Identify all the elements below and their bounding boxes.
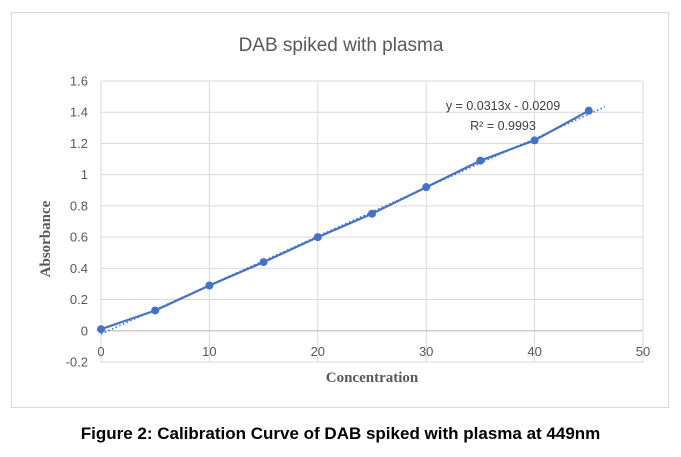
y-axis-title: Absorbance [38, 200, 54, 277]
x-tick-label: 20 [311, 344, 325, 359]
data-point [259, 258, 268, 267]
figure-caption: Figure 2: Calibration Curve of DAB spike… [80, 424, 601, 443]
trendline-r-squared: R² = 0.9993 [470, 119, 536, 133]
y-tick-label: 0.6 [70, 230, 88, 245]
data-point [97, 325, 105, 334]
y-tick-label: 0.8 [70, 198, 88, 213]
y-tick-label: 0.2 [70, 292, 88, 307]
x-tick-label: 40 [527, 344, 541, 359]
data-point [584, 106, 593, 115]
data-point [530, 136, 539, 145]
y-tick-label: 1 [81, 167, 88, 182]
data-point [422, 183, 431, 192]
x-tick-label: 30 [419, 344, 433, 359]
chart-title: DAB spiked with plasma [239, 35, 444, 56]
data-series [97, 106, 606, 335]
x-tick-label: 10 [202, 344, 216, 359]
chart-area: DAB spiked with plasma -0.2 0 0.2 0.4 0.6 0.8… [11, 12, 669, 408]
data-point [313, 233, 322, 242]
y-tick-label: 0 [81, 323, 88, 338]
data-point [368, 209, 376, 218]
y-tick-label: 1.4 [70, 105, 88, 120]
series-line [100, 109, 590, 331]
tick-labels: -0.2 0 0.2 0.4 0.6 0.8 1 1.2 1.4 1.6 0 10 20 30 40 50 [66, 74, 651, 370]
gridlines [100, 80, 644, 363]
y-tick-label: -0.2 [66, 355, 88, 370]
y-tick-label: 0.4 [70, 261, 88, 276]
x-axis-title: Concentration [326, 370, 419, 386]
y-tick-label: 1.6 [70, 74, 88, 89]
data-point [151, 306, 160, 315]
x-tick-label: 0 [97, 344, 104, 359]
data-point [476, 156, 485, 165]
data-point [205, 281, 214, 290]
chart-svg: DAB spiked with plasma -0.2 0 0.2 0.4 0.6 0.8… [38, 35, 651, 386]
y-tick-label: 1.2 [70, 136, 88, 151]
trendline-equation: y = 0.0313x - 0.0209 [446, 99, 560, 113]
x-tick-label: 50 [636, 344, 650, 359]
